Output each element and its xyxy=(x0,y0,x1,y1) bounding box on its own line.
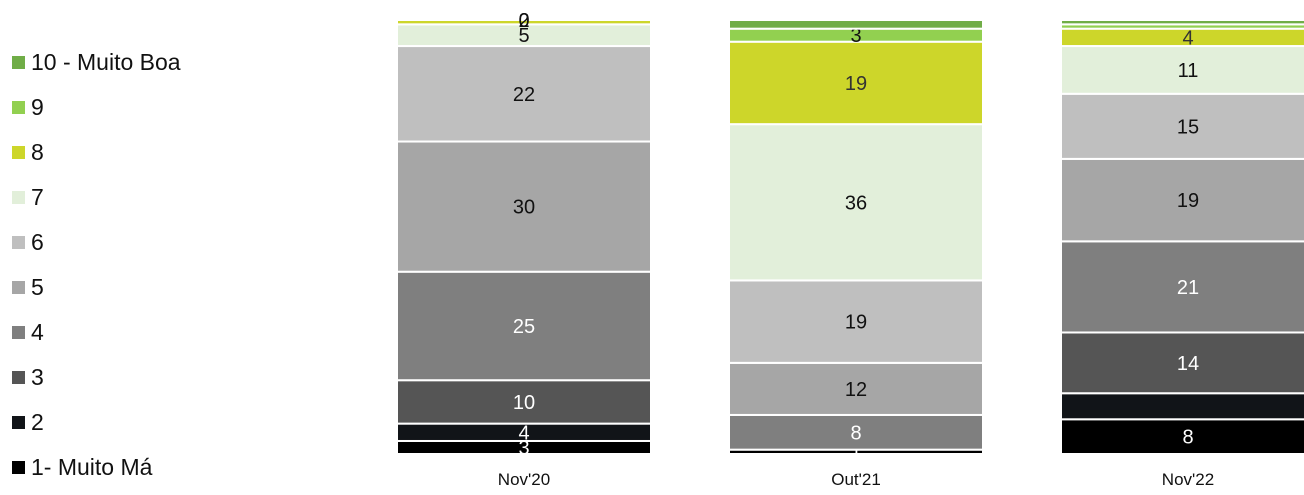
data-label: 8 xyxy=(850,422,861,444)
legend-label: 5 xyxy=(31,274,44,300)
bar-segment xyxy=(396,19,652,26)
legend-swatch xyxy=(12,461,25,474)
data-label: 2 xyxy=(518,10,529,32)
data-label: 30 xyxy=(513,197,535,219)
bar-segment xyxy=(1060,92,1304,160)
legend-item: 1- Muito Má xyxy=(12,445,272,490)
category-label: Out'21 xyxy=(831,470,881,489)
legend-item: 9 xyxy=(12,85,272,130)
legend-label: 1- Muito Má xyxy=(31,454,153,480)
data-label: 10 xyxy=(513,392,535,414)
data-label: 4 xyxy=(518,422,529,444)
legend-item: 7 xyxy=(12,175,272,220)
data-label: 11 xyxy=(1178,60,1199,82)
data-label: 19 xyxy=(845,73,867,95)
data-label: 4 xyxy=(1182,27,1193,49)
legend-swatch xyxy=(12,236,25,249)
data-label: 25 xyxy=(513,316,535,338)
bar-segment xyxy=(728,361,984,416)
legend-label: 8 xyxy=(31,139,44,165)
data-label: 14 xyxy=(1177,353,1199,375)
category-label: Nov'22 xyxy=(1162,470,1214,489)
legend-label: 6 xyxy=(31,229,44,255)
legend-swatch xyxy=(12,371,25,384)
category-label: Nov'20 xyxy=(498,470,550,489)
data-label: 3 xyxy=(518,437,529,459)
legend-item: 6 xyxy=(12,220,272,265)
bar-segment xyxy=(1060,240,1304,334)
legend: 10 - Muito Boa 9 8 7 6 5 4 3 2 1- Muito Má xyxy=(12,40,272,490)
bar-segment xyxy=(396,379,652,425)
legend-label: 7 xyxy=(31,184,44,210)
legend-item: 2 xyxy=(12,400,272,445)
data-label: 19 xyxy=(1177,190,1199,212)
legend-label: 2 xyxy=(31,409,44,435)
bar-segment xyxy=(728,279,984,364)
bar-segment xyxy=(1060,331,1304,395)
bar-segment xyxy=(728,123,984,282)
legend-item: 4 xyxy=(12,310,272,355)
data-label: 21 xyxy=(1177,277,1199,299)
legend-label: 3 xyxy=(31,364,44,390)
legend-item: 5 xyxy=(12,265,272,310)
data-label: 8 xyxy=(1182,427,1193,449)
legend-label: 9 xyxy=(31,94,44,120)
legend-item: 3 xyxy=(12,355,272,400)
legend-swatch xyxy=(12,56,25,69)
bar-segment xyxy=(728,40,984,126)
legend-swatch xyxy=(12,326,25,339)
legend-item: 10 - Muito Boa xyxy=(12,40,272,85)
legend-swatch xyxy=(12,281,25,294)
data-label: 19 xyxy=(845,312,867,334)
data-label: 3 xyxy=(850,25,861,47)
legend-swatch xyxy=(12,191,25,204)
bar-segment xyxy=(396,45,652,143)
bar-segment xyxy=(728,19,984,30)
bar-segment xyxy=(396,140,652,273)
bar-segment xyxy=(1060,45,1304,95)
legend-item: 8 xyxy=(12,130,272,175)
bar-segment xyxy=(728,413,984,451)
legend-label: 4 xyxy=(31,319,44,345)
data-label: 12 xyxy=(845,379,867,401)
bar-segment xyxy=(1060,19,1304,26)
legend-swatch xyxy=(12,416,25,429)
legend-swatch xyxy=(12,146,25,159)
data-label: 36 xyxy=(845,192,867,214)
data-label: 22 xyxy=(513,84,535,106)
data-label: 5 xyxy=(518,25,529,47)
bar-segment xyxy=(1060,157,1304,243)
legend-label: 10 - Muito Boa xyxy=(31,49,181,75)
legend-swatch xyxy=(12,101,25,114)
data-label: 1 xyxy=(850,442,861,464)
data-label: 0 xyxy=(518,10,529,32)
bar-segment xyxy=(1060,392,1304,421)
data-label: 15 xyxy=(1177,116,1199,138)
